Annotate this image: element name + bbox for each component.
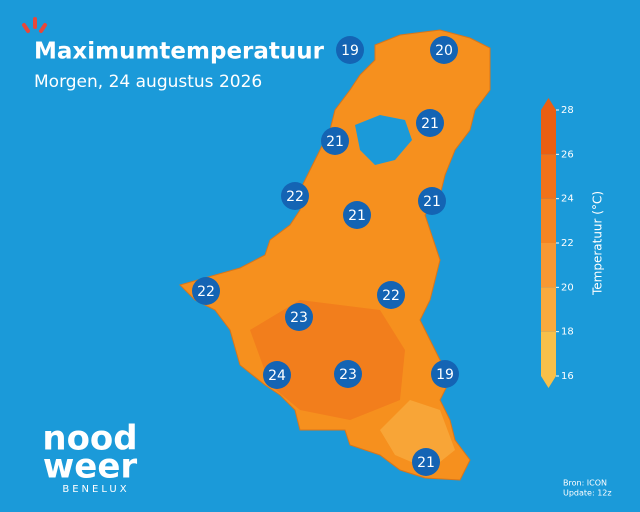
logo-line2: weer [43, 447, 138, 487]
logo-line3: BENELUX [62, 484, 129, 495]
logo-line1: nood [42, 419, 137, 459]
warm-region [250, 300, 405, 420]
temperature-label: 21 [348, 208, 366, 224]
ijsselmeer [355, 115, 412, 165]
colorbar-tick-label: 28 [561, 105, 574, 116]
temperature-marker [416, 109, 444, 137]
temperature-label: 23 [290, 310, 308, 326]
colorbar-tick-label: 18 [561, 327, 574, 338]
temperature-marker [336, 36, 364, 64]
title: Maximumtemperatuur [34, 39, 325, 65]
colorbar-tick-label: 22 [561, 238, 574, 249]
temperature-marker [418, 187, 446, 215]
update-time: Update: 12z [563, 489, 612, 498]
temperature-label: 24 [268, 368, 286, 384]
temperature-label: 21 [423, 194, 441, 210]
colorbar-tick-label: 16 [561, 371, 574, 382]
temperature-marker [430, 36, 458, 64]
source: Bron: ICON [563, 479, 607, 488]
colorbar-segment [541, 110, 556, 155]
temperature-marker [321, 127, 349, 155]
colorbar-tick-label: 20 [561, 282, 574, 293]
colorbar-label: Temperatuur (°C) [591, 191, 605, 296]
colorbar-arrow-low [541, 376, 556, 388]
temperature-marker [192, 277, 220, 305]
colorbar-tick-label: 26 [561, 149, 574, 160]
temperature-marker [334, 360, 362, 388]
temperature-label: 22 [286, 189, 304, 205]
temperature-label: 22 [197, 284, 215, 300]
colorbar-segment [541, 331, 556, 376]
temperature-label: 19 [436, 367, 454, 383]
colorbar-segment [541, 198, 556, 243]
colorbar-arrow-high [541, 98, 556, 110]
colorbar: 16 18 20 22 24 26 28 Temperatuur (°C) [541, 98, 605, 388]
temperature-marker [412, 448, 440, 476]
marker-layer: 19 20 21 21 22 21 21 22 22 23 24 23 19 21 [192, 36, 459, 476]
temperature-label: 19 [341, 43, 359, 59]
temperature-label: 21 [421, 116, 439, 132]
temperature-marker [263, 361, 291, 389]
temperature-marker [431, 360, 459, 388]
temperature-label: 22 [382, 288, 400, 304]
temperature-label: 23 [339, 367, 357, 383]
temperature-marker [343, 201, 371, 229]
temperature-marker [285, 303, 313, 331]
subtitle: Morgen, 24 augustus 2026 [34, 72, 262, 92]
temperature-marker [377, 281, 405, 309]
temperature-marker [281, 182, 309, 210]
colorbar-tick-label: 24 [561, 194, 574, 205]
logo-sun [22, 17, 47, 33]
temperature-label: 20 [435, 43, 453, 59]
colorbar-segment [541, 287, 556, 332]
temperature-label: 21 [417, 455, 435, 471]
colorbar-segment [541, 243, 556, 288]
colorbar-segment [541, 154, 556, 199]
temperature-label: 21 [326, 134, 344, 150]
